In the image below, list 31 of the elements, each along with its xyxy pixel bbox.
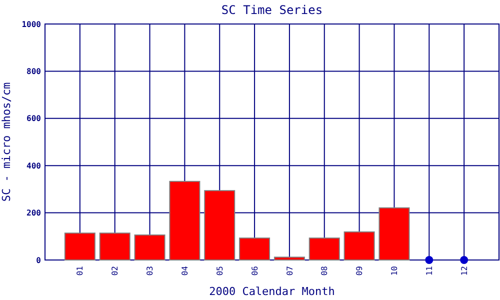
bar — [169, 180, 200, 260]
bar — [308, 238, 340, 260]
x-tick-label: 11 — [424, 266, 434, 276]
chart-title: SC Time Series — [221, 3, 323, 17]
bar — [64, 232, 96, 260]
bar — [344, 231, 375, 260]
y-tick-label: 1000 — [22, 20, 42, 29]
y-axis-title: SC - micro mhos/cm — [0, 82, 13, 202]
y-tick-label: 800 — [26, 67, 42, 76]
bar — [378, 207, 410, 260]
x-tick-label: 07 — [285, 266, 294, 276]
bar — [134, 234, 166, 260]
x-tick-label: 09 — [355, 266, 364, 276]
x-tick-label: 12 — [460, 266, 469, 276]
x-tick-label: 06 — [250, 266, 260, 276]
x-tick-label: 02 — [110, 266, 120, 276]
x-tick-label: 03 — [146, 266, 155, 276]
y-tick-label: 600 — [26, 114, 42, 124]
bar — [99, 232, 130, 260]
y-tick-label: 400 — [26, 161, 42, 170]
x-tick-label: 05 — [215, 266, 224, 276]
x-axis-title: 2000 Calendar Month — [209, 285, 335, 298]
y-tick-label: 0 — [36, 256, 42, 265]
x-tick-label: 01 — [76, 266, 85, 276]
y-tick-label: 200 — [26, 208, 42, 218]
x-tick-label: 04 — [180, 266, 190, 276]
x-tick-label: 08 — [320, 266, 330, 276]
bar — [274, 256, 305, 260]
bar — [204, 190, 236, 260]
bar — [239, 238, 270, 260]
x-tick-label: 10 — [390, 266, 400, 276]
